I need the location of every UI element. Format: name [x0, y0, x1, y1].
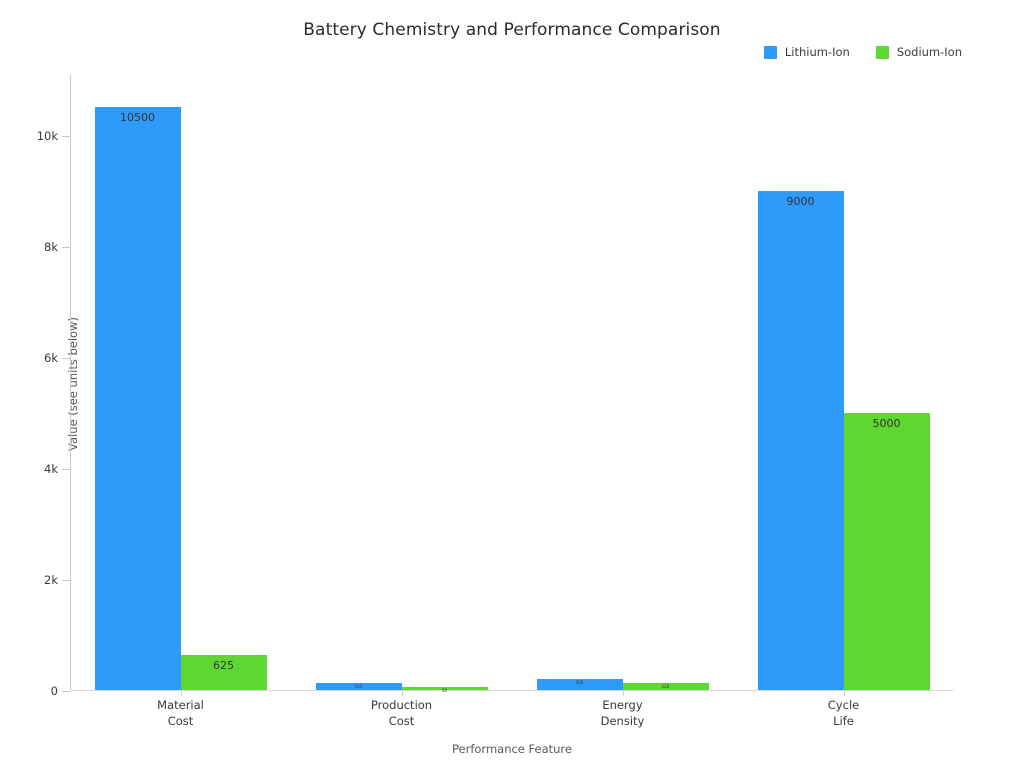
y-axis-tick-label: 8k [44, 240, 58, 255]
y-axis-tick [62, 136, 70, 138]
x-axis-category-line: Cost [388, 714, 415, 728]
x-axis-category-line: Life [833, 714, 854, 728]
y-axis-tick [62, 691, 70, 692]
bar-lithium-ion[interactable]: 125 [315, 683, 402, 690]
y-axis-tick-label: 6k [44, 351, 58, 366]
x-axis-category-label: Energy Density [537, 697, 709, 729]
legend-label: Sodium-Ion [896, 45, 962, 59]
bar-value-label: 9000 [786, 194, 815, 208]
bar-sodium-ion[interactable]: 5000 [843, 412, 930, 690]
legend-label: Lithium-Ion [784, 45, 850, 59]
y-axis-tick [62, 358, 70, 360]
y-axis-tick-label: 0 [50, 684, 58, 698]
chart-legend: Lithium-Ion Sodium-Ion [763, 45, 962, 59]
bar-group: 200 120 [536, 75, 709, 690]
bar-value-label: 120 [661, 684, 670, 690]
x-axis-tick [180, 691, 182, 696]
bar-group: 10500 625 [94, 75, 267, 690]
chart-title: Battery Chemistry and Performance Compar… [303, 20, 721, 40]
bar-sodium-ion[interactable]: 120 [622, 683, 709, 690]
legend-swatch-icon [875, 45, 889, 59]
y-axis-tick [62, 247, 70, 249]
bar-group: 125 50 [315, 75, 488, 693]
x-axis-category-label: Cycle Life [758, 697, 930, 729]
x-axis-tick [401, 691, 403, 696]
legend-item-lithium-ion[interactable]: Lithium-Ion [763, 45, 850, 59]
x-axis-category-line: Material [157, 698, 204, 712]
x-axis-spine [70, 690, 954, 691]
x-axis-category-label: Material Cost [95, 697, 267, 729]
bar-value-label: 5000 [872, 416, 901, 430]
y-axis-spine [70, 75, 71, 691]
y-axis-tick [62, 469, 70, 471]
x-axis-category-line: Density [600, 714, 645, 728]
bar-group: 9000 5000 [757, 75, 930, 690]
bar-value-label: 625 [213, 659, 234, 673]
legend-item-sodium-ion[interactable]: Sodium-Ion [875, 45, 962, 59]
x-axis-category-line: Production [370, 698, 433, 712]
bar-lithium-ion[interactable]: 200 [536, 678, 623, 690]
x-axis-category-line: Cycle [827, 698, 860, 712]
bar-sodium-ion[interactable]: 50 [401, 687, 488, 693]
legend-swatch-icon [763, 45, 777, 59]
x-axis-category-label: Production Cost [316, 697, 488, 729]
x-axis-tick [622, 691, 624, 696]
x-axis-category-line: Cost [167, 714, 194, 728]
bar-value-label: 125 [354, 684, 363, 690]
bar-sodium-ion[interactable]: 625 [180, 655, 267, 690]
bar-value-label: 10500 [120, 111, 155, 125]
bar-lithium-ion[interactable]: 9000 [757, 190, 844, 690]
y-axis-tick-label: 4k [44, 462, 58, 477]
y-axis-tick-label: 10k [36, 129, 58, 144]
plot-area: 0 2k 4k 6k 8k 10k 10500 625 125 50 200 120 9000 5000… [37, 75, 954, 728]
y-axis-tick [62, 580, 70, 581]
y-axis-tick-label: 2k [44, 573, 58, 587]
bar-value-label: 200 [575, 679, 584, 685]
x-axis-title: Performance Feature [452, 742, 572, 756]
x-axis-category-line: Energy [602, 698, 643, 712]
x-axis-tick [843, 691, 845, 696]
bar-lithium-ion[interactable]: 10500 [94, 107, 181, 690]
